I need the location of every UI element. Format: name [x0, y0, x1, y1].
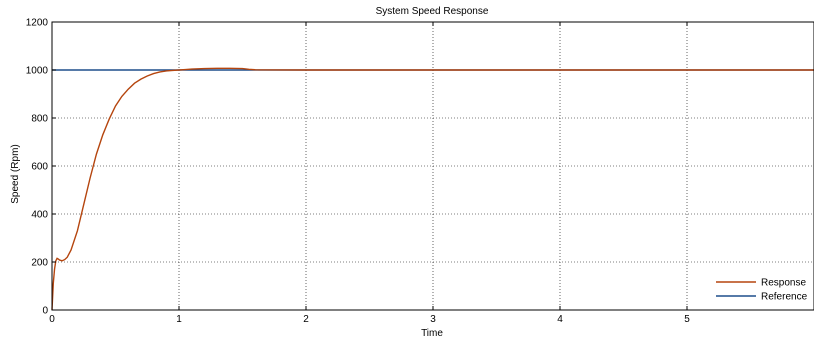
x-tick-label: 1	[176, 314, 182, 325]
legend-label-reference: Reference	[761, 292, 808, 303]
legend-label-response: Response	[761, 278, 806, 289]
x-tick-label: 2	[303, 314, 309, 325]
y-tick-label: 400	[31, 210, 48, 221]
legend-box	[712, 273, 812, 307]
ticks: 0 1 2 3 4 5 0 200 400 600 800 1000 1200	[26, 18, 690, 326]
x-tick-label: 5	[684, 314, 690, 325]
y-tick-label: 0	[42, 306, 48, 317]
x-tick-label: 4	[557, 314, 563, 325]
legend: Response Reference	[712, 273, 812, 307]
y-tick-label: 600	[31, 162, 48, 173]
y-tick-label: 1000	[26, 66, 49, 77]
y-tick-label: 1200	[26, 18, 49, 29]
series-line-response	[51, 67, 814, 311]
series-layer	[51, 67, 814, 311]
x-axis-label: Time	[421, 328, 443, 339]
y-axis-label: Speed (Rpm)	[10, 144, 21, 203]
grid	[52, 22, 814, 310]
chart-title: System Speed Response	[376, 6, 489, 17]
y-tick-label: 800	[31, 114, 48, 125]
x-tick-label: 0	[49, 314, 55, 325]
y-tick-label: 200	[31, 258, 48, 269]
x-tick-label: 3	[430, 314, 436, 325]
